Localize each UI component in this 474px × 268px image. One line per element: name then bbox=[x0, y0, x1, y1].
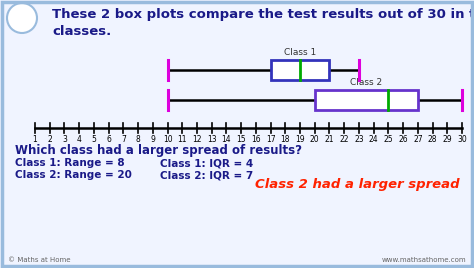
Text: 5: 5 bbox=[91, 135, 96, 144]
Text: Home: Home bbox=[15, 20, 29, 25]
Text: 9: 9 bbox=[150, 135, 155, 144]
Text: Class 1: Class 1 bbox=[284, 48, 316, 57]
Text: Class 1: Range = 8: Class 1: Range = 8 bbox=[15, 158, 125, 168]
Text: www.mathsathome.com: www.mathsathome.com bbox=[382, 257, 466, 263]
Text: 1: 1 bbox=[33, 135, 37, 144]
Text: 29: 29 bbox=[442, 135, 452, 144]
Bar bbox=[271, 60, 329, 80]
Text: 22: 22 bbox=[339, 135, 349, 144]
Text: © Maths at Home: © Maths at Home bbox=[8, 257, 71, 263]
Text: Class 2: IQR = 7: Class 2: IQR = 7 bbox=[160, 170, 253, 180]
Text: Class 2: Range = 20: Class 2: Range = 20 bbox=[15, 170, 132, 180]
Text: 21: 21 bbox=[325, 135, 334, 144]
Text: Which class had a larger spread of results?: Which class had a larger spread of resul… bbox=[15, 144, 302, 157]
Text: 8: 8 bbox=[136, 135, 140, 144]
Text: 6: 6 bbox=[106, 135, 111, 144]
Text: Class 1: IQR = 4: Class 1: IQR = 4 bbox=[160, 158, 253, 168]
Text: 4: 4 bbox=[77, 135, 82, 144]
Text: 18: 18 bbox=[281, 135, 290, 144]
Text: 24: 24 bbox=[369, 135, 378, 144]
Text: These 2 box plots compare the test results out of 30 in two
classes.: These 2 box plots compare the test resul… bbox=[52, 8, 474, 38]
Text: MATHS: MATHS bbox=[12, 10, 32, 16]
Text: 19: 19 bbox=[295, 135, 305, 144]
Text: 10: 10 bbox=[163, 135, 173, 144]
Text: at: at bbox=[19, 16, 25, 20]
Text: 26: 26 bbox=[398, 135, 408, 144]
Text: 16: 16 bbox=[251, 135, 261, 144]
Text: 11: 11 bbox=[177, 135, 187, 144]
Circle shape bbox=[7, 3, 37, 33]
Text: 2: 2 bbox=[47, 135, 52, 144]
Text: 20: 20 bbox=[310, 135, 319, 144]
Bar bbox=[315, 90, 418, 110]
Text: 15: 15 bbox=[237, 135, 246, 144]
Text: Class 2: Class 2 bbox=[350, 78, 383, 87]
Text: 17: 17 bbox=[266, 135, 275, 144]
Text: 7: 7 bbox=[121, 135, 126, 144]
Text: 27: 27 bbox=[413, 135, 423, 144]
Text: 14: 14 bbox=[222, 135, 231, 144]
Text: 23: 23 bbox=[354, 135, 364, 144]
Text: 3: 3 bbox=[62, 135, 67, 144]
Text: 25: 25 bbox=[383, 135, 393, 144]
Text: 28: 28 bbox=[428, 135, 438, 144]
Text: Class 2 had a larger spread: Class 2 had a larger spread bbox=[255, 178, 460, 191]
Text: 13: 13 bbox=[207, 135, 217, 144]
Text: 12: 12 bbox=[192, 135, 202, 144]
Text: 30: 30 bbox=[457, 135, 467, 144]
